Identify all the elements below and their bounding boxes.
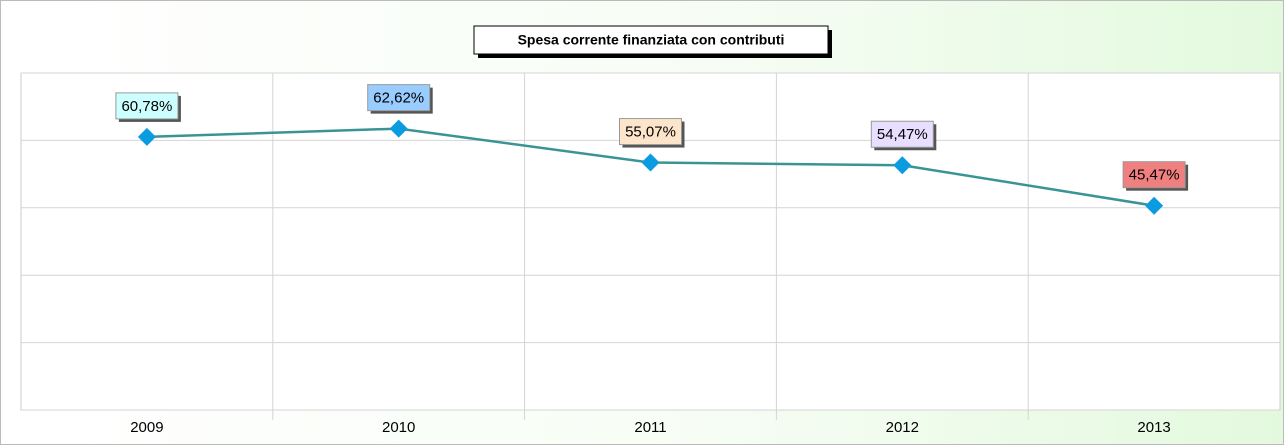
plot: 2009 2010 2011 2012 2013 60,78% 62,62% 55,07% 54… [21,72,1280,436]
marker [137,127,156,146]
value-label: 45,47% [1129,167,1180,184]
value-label-box [115,92,179,120]
x-tick-label: 2013 [1137,419,1170,436]
title-box [473,25,829,55]
value-label-box [619,118,682,146]
value-label: 60,78% [121,98,172,115]
x-tick-label: 2009 [130,419,163,436]
value-label-box [870,120,934,148]
value-label-box [367,84,431,112]
marker [893,156,912,175]
marker [641,153,660,172]
marker [1145,196,1164,215]
value-label: 55,07% [625,124,676,141]
value-label: 54,47% [877,126,928,143]
x-tick-label: 2010 [382,419,415,436]
marker [389,119,408,138]
x-tick-label: 2011 [634,419,666,436]
value-label-box [1122,161,1186,189]
value-label: 62,62% [373,90,424,107]
chart-title: Spesa corrente finanziata con contributi [518,32,785,48]
x-tick-label: 2012 [886,419,919,436]
